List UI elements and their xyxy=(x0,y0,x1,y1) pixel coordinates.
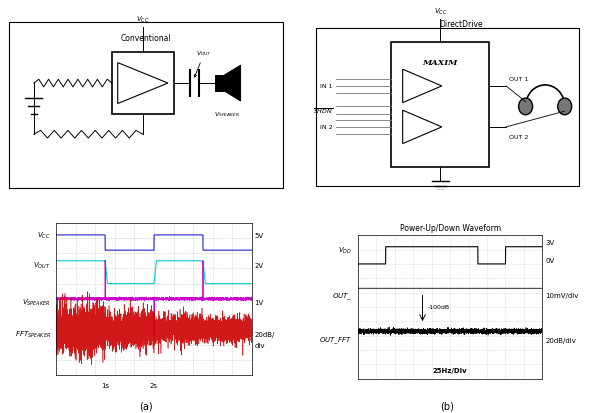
Bar xyxy=(316,29,579,186)
Text: 10mV/div: 10mV/div xyxy=(545,293,579,299)
Text: $V_{SPEAKER}$: $V_{SPEAKER}$ xyxy=(214,109,240,118)
Text: $V_{SPEAKER}$: $V_{SPEAKER}$ xyxy=(22,297,50,307)
Text: 20dB/: 20dB/ xyxy=(254,331,275,337)
Bar xyxy=(391,43,489,167)
Text: MAXIM: MAXIM xyxy=(423,58,458,66)
Text: OUT 1: OUT 1 xyxy=(509,77,528,82)
Text: OUT 2: OUT 2 xyxy=(509,135,528,140)
Bar xyxy=(112,53,174,114)
Text: 3V: 3V xyxy=(545,240,554,246)
Polygon shape xyxy=(224,66,241,102)
Text: Conventional: Conventional xyxy=(120,33,171,43)
Text: 5V: 5V xyxy=(254,233,264,238)
Text: 2s: 2s xyxy=(150,382,158,388)
Text: div: div xyxy=(254,342,265,348)
Text: Power-Up/Down Waveform: Power-Up/Down Waveform xyxy=(400,223,500,232)
Text: DirectDrive: DirectDrive xyxy=(439,19,483,28)
Text: 2V: 2V xyxy=(254,263,264,269)
Text: $OUT\_FFT$: $OUT\_FFT$ xyxy=(319,335,352,345)
Text: (b): (b) xyxy=(441,400,454,410)
Text: 1s: 1s xyxy=(101,382,109,388)
Text: $FFT_{SPEAKER}$: $FFT_{SPEAKER}$ xyxy=(15,329,50,339)
Bar xyxy=(215,76,224,92)
Text: $OUT\_$: $OUT\_$ xyxy=(332,290,352,301)
Text: $V_{CC}$: $V_{CC}$ xyxy=(136,15,149,25)
Text: 20dB/div: 20dB/div xyxy=(545,337,576,343)
Text: $V_{OUT}$: $V_{OUT}$ xyxy=(195,50,212,78)
Text: (a): (a) xyxy=(139,400,152,410)
Text: $\overline{SHDN}$: $\overline{SHDN}$ xyxy=(313,106,333,115)
Text: $V_{DD}$: $V_{DD}$ xyxy=(338,245,352,255)
Polygon shape xyxy=(403,111,442,144)
Ellipse shape xyxy=(519,99,533,116)
Text: IN 2: IN 2 xyxy=(320,125,333,130)
Text: 25Hz/Div: 25Hz/Div xyxy=(106,359,144,368)
Ellipse shape xyxy=(558,99,572,116)
Text: 1V: 1V xyxy=(254,299,264,305)
Text: $V_{OUT}$: $V_{OUT}$ xyxy=(33,261,50,271)
Polygon shape xyxy=(117,64,168,104)
Text: IN 1: IN 1 xyxy=(320,84,333,89)
Polygon shape xyxy=(403,70,442,103)
Text: $V_{CC}$: $V_{CC}$ xyxy=(433,7,447,17)
Text: $V_{CC}$: $V_{CC}$ xyxy=(37,230,50,240)
Text: 0V: 0V xyxy=(545,257,554,263)
